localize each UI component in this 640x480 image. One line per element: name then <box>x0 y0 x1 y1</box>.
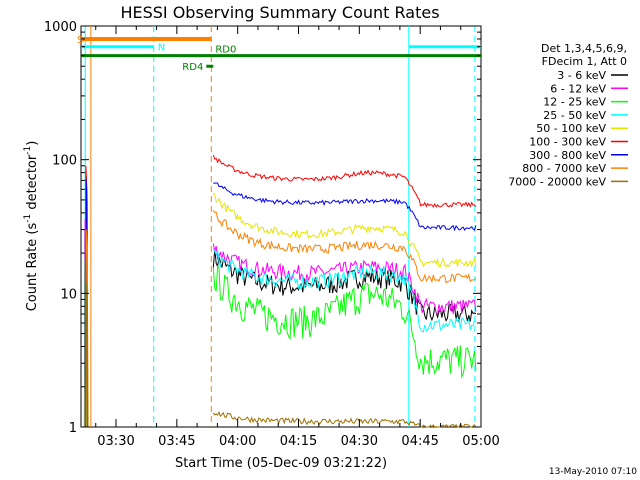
rd0-flag-label: RD0 <box>215 45 236 56</box>
legend-entry-label: 7000 - 20000 keV <box>508 175 606 188</box>
x-axis-label: Start Time (05-Dec-09 03:21:22) <box>175 456 387 471</box>
legend-header-line-2: FDecim 1, Att 0 <box>542 55 627 68</box>
chart-title: HESSI Observing Summary Count Rates <box>120 3 439 22</box>
series-line-8 <box>85 209 477 428</box>
x-tick-label: 04:15 <box>280 434 317 449</box>
x-tick-label: 04:00 <box>219 434 256 449</box>
x-tick-label: 03:45 <box>158 434 195 449</box>
legend-entry-label: 800 - 7000 keV <box>522 162 606 175</box>
plot-frame <box>80 25 482 428</box>
legend-entry-label: 3 - 6 keV <box>557 69 606 82</box>
x-tick-label: 04:30 <box>341 434 378 449</box>
legend-entry-label: 6 - 12 keV <box>550 82 606 95</box>
x-tick-label: 03:30 <box>97 434 134 449</box>
legend-entry-label: 100 - 300 keV <box>529 136 606 149</box>
y-tick-label: 100 <box>52 154 77 169</box>
legend: Det 1,3,4,5,6,9, FDecim 1, Att 0 3 - 6 k… <box>508 42 628 188</box>
legend-entry-label: 300 - 800 keV <box>529 149 606 162</box>
saa-flag-label: S <box>77 35 83 46</box>
y-tick-label: 10 <box>60 287 77 302</box>
legend-entry-label: 12 - 25 keV <box>543 96 606 109</box>
series-line-2 <box>84 218 477 428</box>
y-tick-label: 1000 <box>44 20 77 35</box>
rd4-flag-label: RD4 <box>182 62 203 73</box>
y-axis-label: Count Rate (s-1 detector-1) <box>23 141 40 312</box>
x-tick-label: 04:45 <box>401 434 438 449</box>
x-tick-label: 05:00 <box>462 434 499 449</box>
series-line-1 <box>83 229 477 428</box>
legend-header-line-1: Det 1,3,4,5,6,9, <box>541 42 627 55</box>
footer-date: 13-May-2010 07:10 <box>549 467 637 477</box>
y-tick-label: 1 <box>69 421 77 436</box>
series-line-4 <box>84 209 477 428</box>
legend-entry-label: 25 - 50 keV <box>543 109 606 122</box>
night-flag-label: N <box>158 43 165 54</box>
legend-entry-label: 50 - 100 keV <box>536 122 606 135</box>
series-line-9 <box>85 282 477 428</box>
